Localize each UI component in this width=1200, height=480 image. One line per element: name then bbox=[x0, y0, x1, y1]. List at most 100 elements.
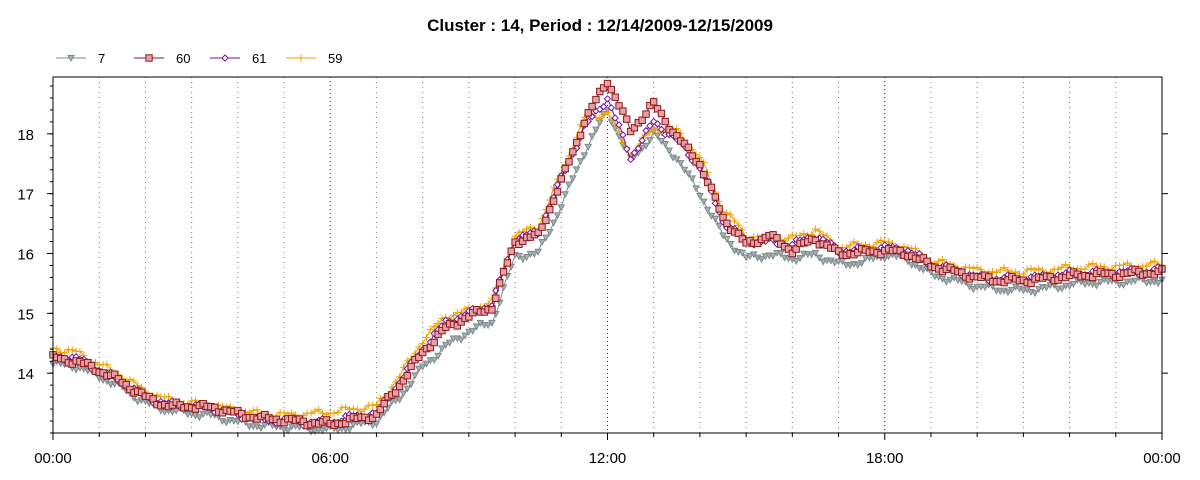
data-point bbox=[611, 114, 619, 122]
data-point bbox=[253, 406, 261, 414]
data-point bbox=[172, 407, 181, 415]
legend-label: 61 bbox=[252, 51, 266, 66]
data-point bbox=[76, 348, 84, 356]
data-point bbox=[696, 154, 704, 162]
data-point bbox=[546, 205, 554, 214]
data-point bbox=[372, 410, 381, 418]
data-point bbox=[419, 339, 427, 347]
data-point bbox=[345, 426, 354, 434]
data-point bbox=[1119, 261, 1127, 269]
data-point bbox=[445, 339, 454, 347]
data-point bbox=[807, 251, 816, 259]
data-point bbox=[576, 158, 585, 166]
data-point bbox=[1007, 286, 1016, 295]
legend-label: 60 bbox=[176, 51, 190, 66]
plot-frame bbox=[52, 76, 1163, 434]
data-point bbox=[549, 197, 558, 205]
x-tick-label: 18:00 bbox=[866, 450, 904, 467]
data-point bbox=[87, 361, 96, 370]
data-point bbox=[407, 381, 415, 389]
data-point bbox=[811, 249, 820, 257]
data-point bbox=[969, 264, 977, 272]
data-point bbox=[519, 237, 527, 245]
data-point bbox=[711, 215, 720, 223]
data-point bbox=[68, 346, 76, 354]
data-point bbox=[626, 127, 635, 136]
data-point bbox=[696, 160, 704, 169]
data-point bbox=[538, 238, 546, 247]
data-point bbox=[1035, 265, 1043, 273]
data-point bbox=[549, 219, 558, 227]
data-point bbox=[249, 406, 257, 414]
data-point bbox=[1019, 287, 1028, 295]
data-point bbox=[584, 109, 592, 117]
data-point bbox=[784, 245, 793, 253]
data-point bbox=[395, 382, 404, 391]
data-point bbox=[311, 407, 319, 415]
data-point bbox=[334, 408, 342, 416]
data-point bbox=[619, 131, 627, 139]
series-line-7 bbox=[52, 109, 1163, 433]
data-point bbox=[596, 115, 604, 123]
data-point bbox=[430, 322, 438, 330]
data-point bbox=[792, 257, 801, 266]
data-point bbox=[449, 311, 457, 319]
data-point bbox=[349, 405, 357, 413]
data-point bbox=[330, 409, 338, 417]
data-point bbox=[642, 110, 650, 118]
data-point bbox=[584, 143, 593, 151]
data-point bbox=[168, 408, 177, 416]
data-point bbox=[604, 108, 611, 116]
y-tick-label: 17 bbox=[17, 187, 34, 204]
data-point bbox=[703, 178, 712, 187]
legend-swatch-marker bbox=[297, 54, 305, 62]
data-point bbox=[1131, 277, 1139, 285]
data-point bbox=[1023, 266, 1031, 274]
legend-item-59: 59 bbox=[286, 51, 342, 66]
data-point bbox=[1108, 269, 1116, 278]
data-point bbox=[415, 343, 423, 351]
data-point bbox=[569, 175, 577, 183]
data-point bbox=[615, 121, 623, 129]
data-point bbox=[646, 122, 654, 130]
data-point bbox=[569, 148, 577, 156]
data-point bbox=[769, 252, 777, 260]
data-point bbox=[561, 164, 569, 173]
data-point bbox=[1089, 259, 1097, 267]
data-point bbox=[503, 259, 512, 267]
data-point bbox=[1115, 273, 1124, 281]
data-point bbox=[1119, 282, 1128, 290]
data-point bbox=[699, 198, 708, 206]
data-point bbox=[407, 362, 415, 371]
data-point bbox=[939, 256, 947, 264]
data-point bbox=[819, 258, 827, 266]
data-point bbox=[753, 239, 762, 248]
data-point bbox=[661, 141, 670, 149]
data-point bbox=[299, 417, 307, 426]
data-point bbox=[877, 236, 885, 244]
data-point bbox=[757, 256, 766, 264]
data-point bbox=[553, 212, 562, 220]
data-point bbox=[211, 403, 219, 412]
data-point bbox=[738, 235, 746, 243]
data-point bbox=[434, 352, 442, 360]
data-point bbox=[103, 360, 111, 368]
data-point bbox=[122, 380, 130, 389]
data-point bbox=[588, 102, 596, 111]
data-point bbox=[715, 205, 723, 213]
data-point bbox=[422, 360, 431, 368]
chart-legend: 7 60 61 59 bbox=[56, 51, 342, 66]
data-point bbox=[588, 133, 596, 141]
data-point bbox=[538, 223, 546, 231]
data-point bbox=[195, 414, 204, 422]
data-point bbox=[792, 245, 800, 253]
data-point bbox=[723, 219, 731, 228]
data-point bbox=[684, 143, 693, 152]
data-point bbox=[372, 420, 381, 428]
data-point bbox=[672, 156, 681, 164]
data-point bbox=[788, 231, 796, 239]
data-point bbox=[438, 345, 446, 353]
data-point bbox=[657, 125, 666, 134]
data-point bbox=[130, 377, 138, 385]
